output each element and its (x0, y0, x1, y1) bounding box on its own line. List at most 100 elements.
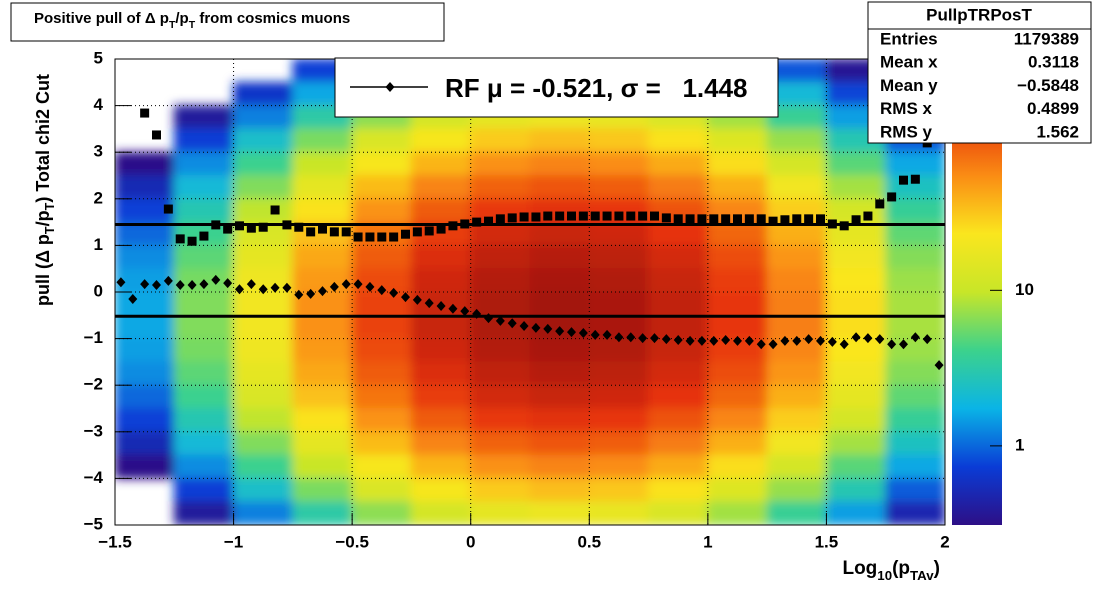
x-tick-label: 0 (466, 532, 475, 551)
heat-cell (885, 454, 945, 479)
stats-frame (867, 1, 1092, 144)
heat-cell (233, 408, 294, 433)
square-marker (495, 214, 505, 224)
diamond-marker (385, 82, 395, 92)
heat-cell (707, 384, 768, 409)
heat-cell (529, 175, 590, 200)
diamond-marker (318, 286, 327, 297)
square-marker (329, 227, 339, 237)
diamond-marker (223, 278, 233, 289)
diamond-marker (851, 332, 861, 343)
heat-cell (233, 291, 294, 316)
square-marker (365, 232, 375, 242)
square-marker (816, 214, 825, 224)
heat-cell (351, 314, 412, 340)
heat-cell (292, 314, 353, 340)
heat-cell (233, 477, 294, 503)
diamond-marker (424, 298, 434, 309)
heat-cell (825, 501, 887, 525)
x-tick-label: 1 (703, 532, 712, 551)
square-marker (661, 213, 671, 223)
diamond-marker (650, 333, 659, 344)
subscript: T (169, 19, 176, 31)
diamond-marker (875, 334, 885, 345)
heat-cell (115, 454, 175, 479)
square-marker (163, 204, 173, 214)
heat-cell (648, 477, 709, 503)
heat-cell (766, 268, 827, 293)
stats-name: Mean x (880, 53, 938, 72)
diamond-marker (329, 281, 339, 292)
diamond-marker (816, 335, 825, 346)
diamond-marker (246, 279, 256, 290)
heat-cell (292, 128, 353, 153)
heat-cell (825, 454, 887, 479)
heat-cell (351, 175, 412, 200)
diamond-marker (152, 280, 161, 291)
heat-cell (173, 291, 235, 316)
heat-cell (173, 477, 235, 503)
heat-cell (648, 501, 709, 525)
heat-cell (766, 244, 827, 270)
heat-cell (648, 175, 709, 200)
heat-cell (648, 268, 709, 293)
x-tick-label: 2 (940, 532, 949, 551)
heat-cell (588, 175, 650, 200)
heat-cell (410, 477, 472, 503)
heat-cell (588, 244, 650, 270)
heat-cell (410, 128, 472, 153)
heat-cell (529, 454, 590, 479)
stats-name: RMS x (880, 99, 933, 118)
heat-cell (115, 291, 175, 316)
square-marker (899, 175, 908, 185)
heat-cell (825, 151, 887, 176)
heat-cell (351, 477, 412, 503)
heat-cell (470, 268, 531, 293)
heat-cell (885, 151, 945, 176)
heat-cell (588, 501, 650, 525)
heat-cell (173, 151, 235, 176)
y-axis-label: pull (Δ pT/pT) Total chi2 Cut (33, 74, 58, 306)
square-marker (685, 214, 695, 224)
heat-cell (351, 454, 412, 479)
square-marker (744, 214, 754, 224)
heat-cell (529, 128, 590, 153)
heat-cell (351, 501, 412, 525)
diamond-marker (804, 334, 814, 345)
heat-cell (588, 384, 650, 409)
heat-cell (410, 314, 472, 340)
x-tick-label: 0.5 (577, 532, 601, 551)
square-marker (389, 232, 399, 242)
heat-cell (351, 198, 412, 223)
heat-cell (707, 477, 768, 503)
heat-cell (707, 175, 768, 200)
square-marker (638, 211, 648, 221)
heat-cell (115, 244, 175, 270)
heat-cell (825, 291, 887, 316)
heat-cell (707, 128, 768, 153)
heat-cell (470, 361, 531, 386)
diamond-marker (199, 279, 209, 290)
z-tick-label: 1 (1015, 435, 1024, 454)
square-marker (258, 222, 268, 232)
heat-cell (885, 244, 945, 270)
heat-cell (588, 291, 650, 316)
heat-cell (529, 501, 590, 525)
text-segment: Log (842, 558, 877, 579)
heat-cell (351, 244, 412, 270)
square-marker (543, 211, 553, 221)
square-marker (851, 215, 861, 225)
square-marker (472, 217, 482, 227)
heat-cell (470, 501, 531, 525)
square-marker (567, 211, 576, 221)
heat-cell (410, 454, 472, 479)
heat-cell (648, 454, 709, 479)
heat-cell (233, 244, 294, 270)
heat-cell (825, 244, 887, 270)
y-tick-label: 1 (94, 235, 103, 254)
stats-value: 1.562 (1036, 122, 1079, 141)
square-marker (590, 211, 600, 221)
text-segment: Positive pull of Δ p (34, 10, 169, 27)
diamond-marker (531, 322, 541, 333)
diamond-marker (792, 335, 802, 346)
